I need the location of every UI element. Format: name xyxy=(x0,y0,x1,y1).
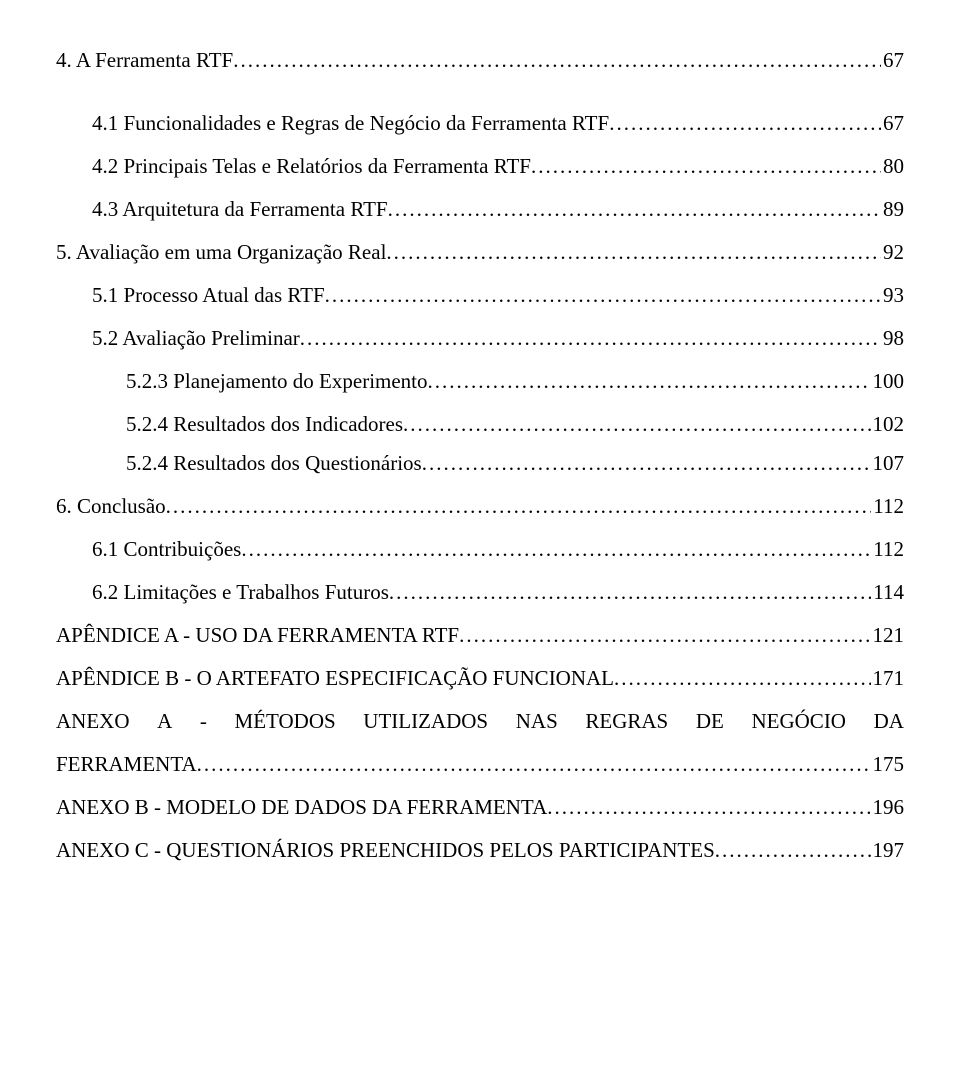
toc-word: NAS xyxy=(516,711,558,732)
toc-page-number: 107 xyxy=(871,453,905,474)
toc-leader xyxy=(531,156,881,177)
toc-entry: ANEXO C - QUESTIONÁRIOS PREENCHIDOS PELO… xyxy=(56,840,904,861)
toc-label: 4.1 Funcionalidades e Regras de Negócio … xyxy=(92,113,609,134)
toc-leader xyxy=(197,754,871,775)
toc-entry-line2: FERRAMENTA 175 xyxy=(56,754,904,775)
toc-entry: 6. Conclusão 112 xyxy=(56,496,904,517)
toc-page-number: 121 xyxy=(871,625,905,646)
toc-word: NEGÓCIO xyxy=(751,711,846,732)
toc-entry: 5.2.4 Resultados dos Questionários 107 xyxy=(56,453,904,474)
toc-entry: 5.2 Avaliação Preliminar 98 xyxy=(56,328,904,349)
toc-leader xyxy=(386,242,881,263)
toc-leader xyxy=(325,285,881,306)
toc-label: 6.1 Contribuições xyxy=(92,539,241,560)
toc-label: 5. Avaliação em uma Organização Real xyxy=(56,242,386,263)
toc-leader xyxy=(388,199,881,220)
toc-leader xyxy=(166,496,872,517)
toc-entry: 5.2.3 Planejamento do Experimento 100 xyxy=(56,371,904,392)
toc-entry: 4.2 Principais Telas e Relatórios da Fer… xyxy=(56,156,904,177)
toc-label: 5.2 Avaliação Preliminar xyxy=(92,328,300,349)
toc-page-number: 92 xyxy=(881,242,904,263)
toc-page-number: 67 xyxy=(881,113,904,134)
toc-page: 4. A Ferramenta RTF 67 4.1 Funcionalidades… xyxy=(0,0,960,919)
toc-entry: 4. A Ferramenta RTF 67 xyxy=(56,50,904,71)
toc-label: 5.1 Processo Atual das RTF xyxy=(92,285,325,306)
toc-page-number: 197 xyxy=(871,840,905,861)
toc-word: ANEXO xyxy=(56,711,130,732)
toc-entry: 4.3 Arquitetura da Ferramenta RTF 89 xyxy=(56,199,904,220)
toc-label: 4.2 Principais Telas e Relatórios da Fer… xyxy=(92,156,531,177)
toc-label: APÊNDICE A - USO DA FERRAMENTA RTF xyxy=(56,625,459,646)
toc-label: 5.2.3 Planejamento do Experimento xyxy=(126,371,428,392)
toc-page-number: 98 xyxy=(881,328,904,349)
toc-word: A xyxy=(157,711,172,732)
toc-word: REGRAS xyxy=(585,711,668,732)
toc-label: 5.2.4 Resultados dos Questionários xyxy=(126,453,422,474)
toc-entry: ANEXO A - MÉTODOS UTILIZADOS NAS REGRAS DE NEGÓC… xyxy=(56,711,904,775)
toc-label: 4. A Ferramenta RTF xyxy=(56,50,233,71)
toc-page-number: 112 xyxy=(871,496,904,517)
toc-entry: APÊNDICE A - USO DA FERRAMENTA RTF 121 xyxy=(56,625,904,646)
toc-label: ANEXO B - MODELO DE DADOS DA FERRAMENTA xyxy=(56,797,547,818)
toc-word: - xyxy=(200,711,207,732)
toc-page-number: 112 xyxy=(871,539,904,560)
toc-entry: 5. Avaliação em uma Organização Real 92 xyxy=(56,242,904,263)
toc-label: 6. Conclusão xyxy=(56,496,166,517)
toc-entry: 6.1 Contribuições 112 xyxy=(56,539,904,560)
toc-leader xyxy=(403,414,870,435)
toc-leader xyxy=(241,539,871,560)
toc-leader xyxy=(609,113,881,134)
toc-page-number: 80 xyxy=(881,156,904,177)
toc-label: ANEXO C - QUESTIONÁRIOS PREENCHIDOS PELO… xyxy=(56,840,715,861)
toc-word: DA xyxy=(874,711,904,732)
toc-page-number: 102 xyxy=(871,414,905,435)
toc-page-number: 171 xyxy=(871,668,905,689)
toc-page-number: 114 xyxy=(871,582,904,603)
toc-leader xyxy=(428,371,871,392)
toc-leader xyxy=(233,50,881,71)
toc-word: MÉTODOS xyxy=(235,711,336,732)
toc-entry-line1: ANEXO A - MÉTODOS UTILIZADOS NAS REGRAS DE NEGÓC… xyxy=(56,711,904,732)
toc-leader xyxy=(300,328,881,349)
toc-label: 5.2.4 Resultados dos Indicadores xyxy=(126,414,403,435)
toc-entry: 4.1 Funcionalidades e Regras de Negócio … xyxy=(56,113,904,134)
toc-leader xyxy=(422,453,871,474)
toc-entry: 6.2 Limitações e Trabalhos Futuros 114 xyxy=(56,582,904,603)
toc-page-number: 175 xyxy=(871,754,905,775)
toc-entry: 5.2.4 Resultados dos Indicadores 102 xyxy=(56,414,904,435)
toc-label: APÊNDICE B - O ARTEFATO ESPECIFICAÇÃO FU… xyxy=(56,668,614,689)
toc-leader xyxy=(715,840,871,861)
toc-leader xyxy=(547,797,870,818)
toc-entry: 5.1 Processo Atual das RTF 93 xyxy=(56,285,904,306)
toc-page-number: 93 xyxy=(881,285,904,306)
toc-page-number: 89 xyxy=(881,199,904,220)
toc-entry: APÊNDICE B - O ARTEFATO ESPECIFICAÇÃO FU… xyxy=(56,668,904,689)
toc-leader xyxy=(459,625,870,646)
toc-label: FERRAMENTA xyxy=(56,754,197,775)
toc-page-number: 100 xyxy=(871,371,905,392)
toc-leader xyxy=(614,668,870,689)
toc-leader xyxy=(389,582,871,603)
toc-word: DE xyxy=(696,711,724,732)
toc-label: 4.3 Arquitetura da Ferramenta RTF xyxy=(92,199,388,220)
toc-page-number: 196 xyxy=(871,797,905,818)
toc-label: 6.2 Limitações e Trabalhos Futuros xyxy=(92,582,389,603)
toc-page-number: 67 xyxy=(881,50,904,71)
toc-word: UTILIZADOS xyxy=(363,711,488,732)
toc-entry: ANEXO B - MODELO DE DADOS DA FERRAMENTA 1… xyxy=(56,797,904,818)
